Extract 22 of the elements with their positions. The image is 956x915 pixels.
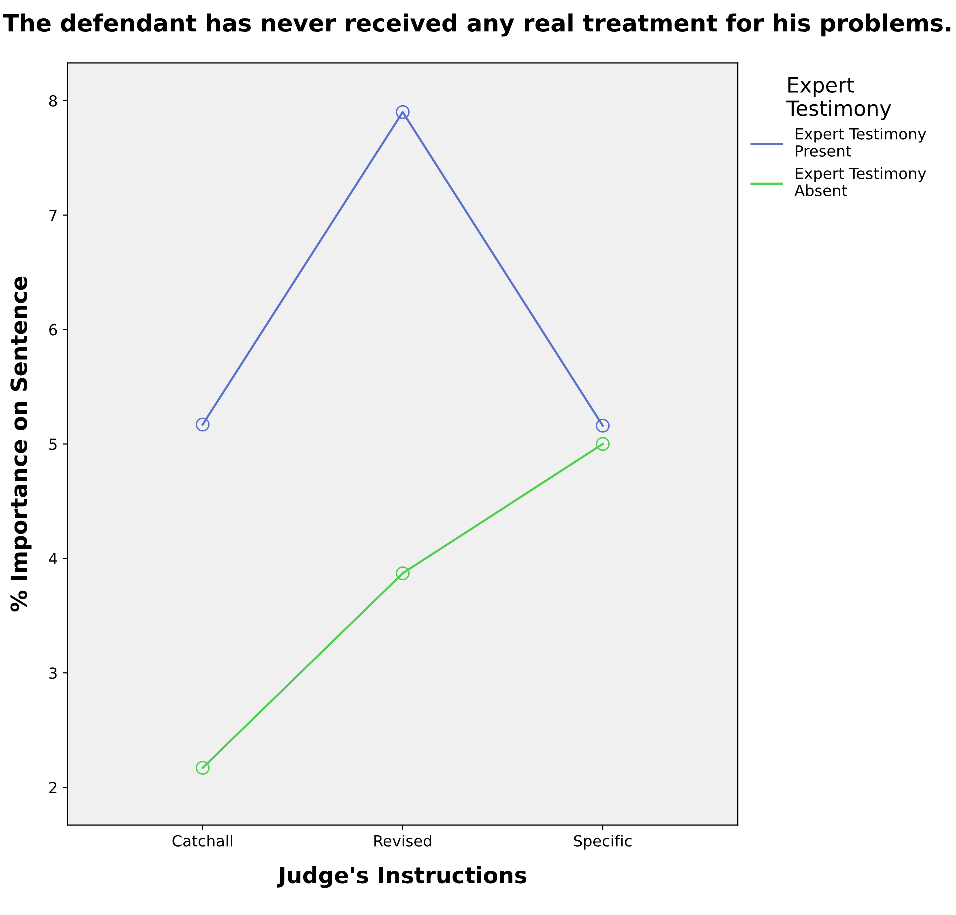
y-tick-label: 7 [50,210,57,222]
point [196,418,210,432]
legend-label: Expert Testimony Present [796,128,926,157]
x-tick-label: Catchall [172,835,232,847]
y-tick-label: 6 [50,324,58,336]
x-tick-label: Revised [374,835,432,847]
point [596,437,610,452]
point [396,105,410,120]
point [596,418,610,433]
y-tick-label: 5 [50,438,57,450]
y-tick-label: 4 [49,553,58,564]
legend-title: Expert Testimony [786,78,892,120]
x-tick-label: Specific [574,835,632,850]
y-axis-title: % Importance on Sentence [10,277,32,612]
point [196,761,210,776]
point [396,566,410,580]
y-tick-label: 3 [50,668,57,680]
legend-label: Expert Testimony Absent [794,168,926,196]
y-tick-label: 2 [50,782,57,794]
x-axis-title: Judge's Instructions [277,866,526,888]
chart-title: The defendant has never received any real treatment for his problems. [3,14,951,37]
y-tick-label: 8 [49,95,58,107]
